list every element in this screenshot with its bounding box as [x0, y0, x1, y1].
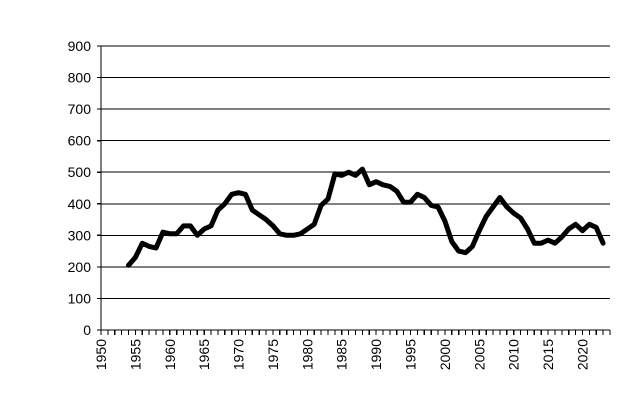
x-tick-label: 2010	[506, 339, 522, 370]
x-tick-label: 1955	[127, 339, 143, 370]
x-tick-label: 2005	[471, 339, 487, 370]
axes	[97, 45, 611, 335]
series-line	[126, 166, 606, 268]
x-tick-label: 1970	[231, 339, 247, 370]
x-tick-label: 1965	[196, 339, 212, 370]
x-tick-label: 2020	[574, 339, 590, 370]
x-tick-labels: 1950 1955 1960 1965 1970 1975 1980 1985 1990 1995…	[93, 339, 590, 370]
y-tick-label: 100	[68, 290, 92, 306]
x-tick-label: 1950	[93, 339, 109, 370]
y-tick-label: 400	[68, 196, 92, 212]
x-tick-label: 2015	[540, 339, 556, 370]
x-tick-label: 1985	[334, 339, 350, 370]
x-tick-label: 2000	[437, 339, 453, 370]
x-tick-label: 1990	[368, 339, 384, 370]
y-tick-label: 900	[68, 38, 92, 54]
y-tick-label: 500	[68, 164, 92, 180]
y-tick-labels: 0 100 200 300 400 500 600 700 800 900	[68, 38, 92, 338]
x-tick-label: 1980	[299, 339, 315, 370]
x-tick-label: 1960	[162, 339, 178, 370]
y-tick-label: 200	[68, 259, 92, 275]
series-group	[126, 166, 606, 268]
y-tick-label: 700	[68, 101, 92, 117]
y-tick-label: 800	[68, 70, 92, 86]
y-tick-label: 0	[83, 322, 91, 338]
x-tick-label: 1995	[403, 339, 419, 370]
x-tick-label: 1975	[265, 339, 281, 370]
y-tick-label: 600	[68, 133, 92, 149]
y-tick-label: 300	[68, 227, 92, 243]
